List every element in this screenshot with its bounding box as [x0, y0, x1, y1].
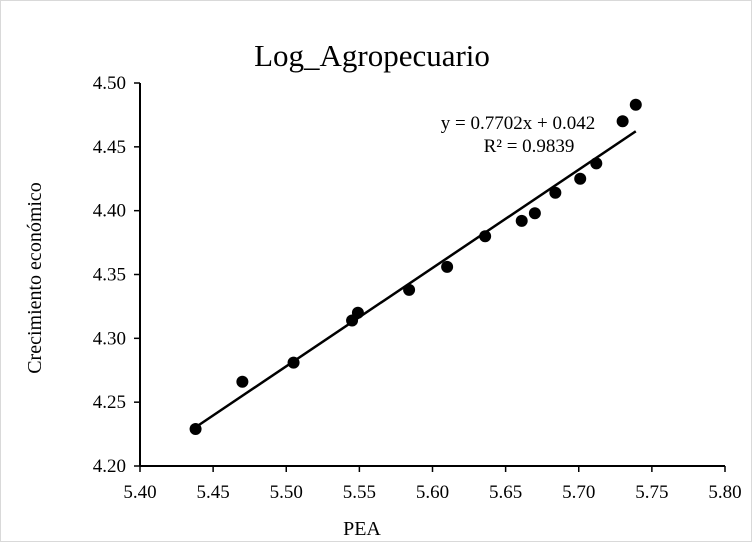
y-tick-label: 4.25 [93, 392, 126, 413]
data-points [189, 98, 642, 435]
y-tick-label: 4.30 [93, 328, 126, 349]
data-point [236, 375, 249, 388]
data-point [351, 306, 364, 319]
x-axis-label: PEA [343, 518, 381, 540]
data-point [549, 186, 562, 199]
x-tick-label: 5.45 [197, 482, 230, 503]
x-tick-label: 5.65 [489, 482, 522, 503]
y-tick-label: 4.20 [93, 456, 126, 477]
data-point [515, 214, 528, 227]
x-tick-label: 5.70 [562, 482, 595, 503]
data-point [574, 172, 587, 185]
x-tick-label: 5.80 [708, 482, 741, 503]
data-point [287, 356, 300, 369]
data-point [441, 260, 454, 273]
x-tick-label: 5.75 [635, 482, 668, 503]
y-tick-label: 4.40 [93, 201, 126, 222]
y-tick-label: 4.50 [93, 73, 126, 94]
data-point [403, 283, 416, 296]
trendline-r-squared: R² = 0.9839 [484, 136, 575, 157]
linear-trendline [194, 130, 637, 429]
y-axis-label: Crecimiento económico [24, 182, 46, 374]
x-tick-label: 5.40 [123, 482, 156, 503]
data-point [479, 230, 492, 243]
y-tick-label: 4.45 [93, 137, 126, 158]
data-point [629, 98, 642, 111]
y-tick-label: 4.35 [93, 265, 126, 286]
x-tick-label: 5.50 [270, 482, 303, 503]
trendline-equation: y = 0.7702x + 0.042 [441, 113, 595, 134]
data-point [189, 422, 202, 435]
x-tick-label: 5.60 [416, 482, 449, 503]
data-point [616, 115, 629, 128]
y-axis-ticks: 4.20 4.25 4.30 4.35 4.40 4.45 4.50 [93, 73, 140, 477]
x-axis-ticks: 5.40 5.45 5.50 5.55 5.60 5.65 5.70 5.75 5.80 [123, 466, 742, 503]
data-point [528, 207, 541, 220]
chart-title: Log_Agropecuario [254, 38, 490, 73]
x-tick-label: 5.55 [343, 482, 376, 503]
data-point [590, 157, 603, 170]
